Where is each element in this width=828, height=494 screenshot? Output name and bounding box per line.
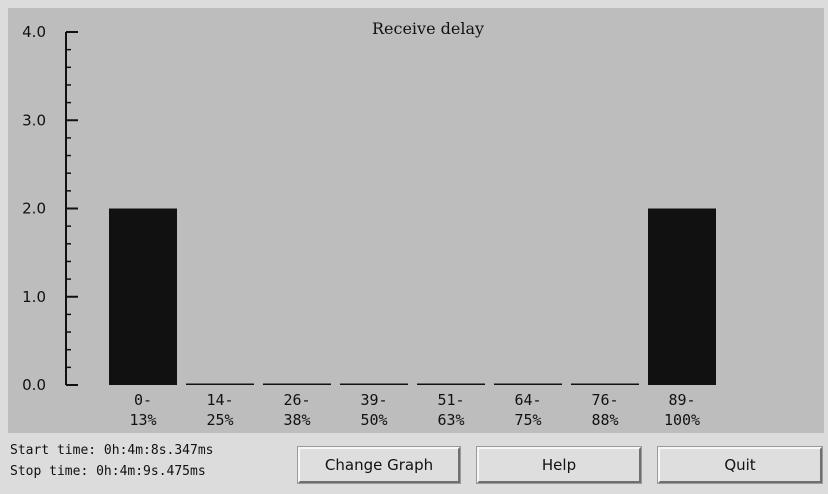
stop-time-text: Stop time: 0h:4m:9s.475ms <box>10 464 206 479</box>
plot-area: Receive delay 0.0 1.0 2.0 3.0 4.0 0- 13% 14- 25%… <box>8 8 824 433</box>
x-tick-label: 51- <box>437 391 464 409</box>
bar <box>417 383 485 385</box>
x-tick-label: 76- <box>591 391 618 409</box>
x-tick-label: 88% <box>591 411 618 429</box>
x-tick-label: 89- <box>668 391 695 409</box>
bar <box>494 383 562 385</box>
help-button[interactable]: Help <box>477 447 641 483</box>
bar <box>186 383 254 385</box>
bar-chart: Receive delay 0.0 1.0 2.0 3.0 4.0 0- 13% 14- 25%… <box>22 19 716 429</box>
x-tick-label: 14- <box>206 391 233 409</box>
quit-button[interactable]: Quit <box>658 447 822 483</box>
change-graph-button[interactable]: Change Graph <box>298 447 460 483</box>
x-tick-label: 100% <box>664 411 700 429</box>
x-tick-label: 50% <box>360 411 387 429</box>
x-tick-label: 38% <box>283 411 310 429</box>
x-tick-label: 64- <box>514 391 541 409</box>
x-tick-label: 39- <box>360 391 387 409</box>
x-tick-label: 26- <box>283 391 310 409</box>
y-tick-label: 0.0 <box>22 376 46 394</box>
bar <box>109 208 177 385</box>
x-tick-label: 13% <box>129 411 156 429</box>
y-tick-label: 3.0 <box>22 111 46 129</box>
bar <box>340 383 408 385</box>
bar <box>571 383 639 385</box>
x-tick-label: 63% <box>437 411 464 429</box>
status-panel: Start time: 0h:4m:8s.347ms Stop time: 0h… <box>10 440 280 490</box>
start-time-text: Start time: 0h:4m:8s.347ms <box>10 443 214 458</box>
y-tick-label: 2.0 <box>22 200 46 218</box>
bar <box>263 383 331 385</box>
x-tick-label: 25% <box>206 411 233 429</box>
bar <box>648 208 716 385</box>
x-tick-label: 75% <box>514 411 541 429</box>
chart-title: Receive delay <box>372 19 484 38</box>
y-tick-label: 1.0 <box>22 288 46 306</box>
y-tick-label: 4.0 <box>22 23 46 41</box>
x-tick-label: 0- <box>134 391 152 409</box>
